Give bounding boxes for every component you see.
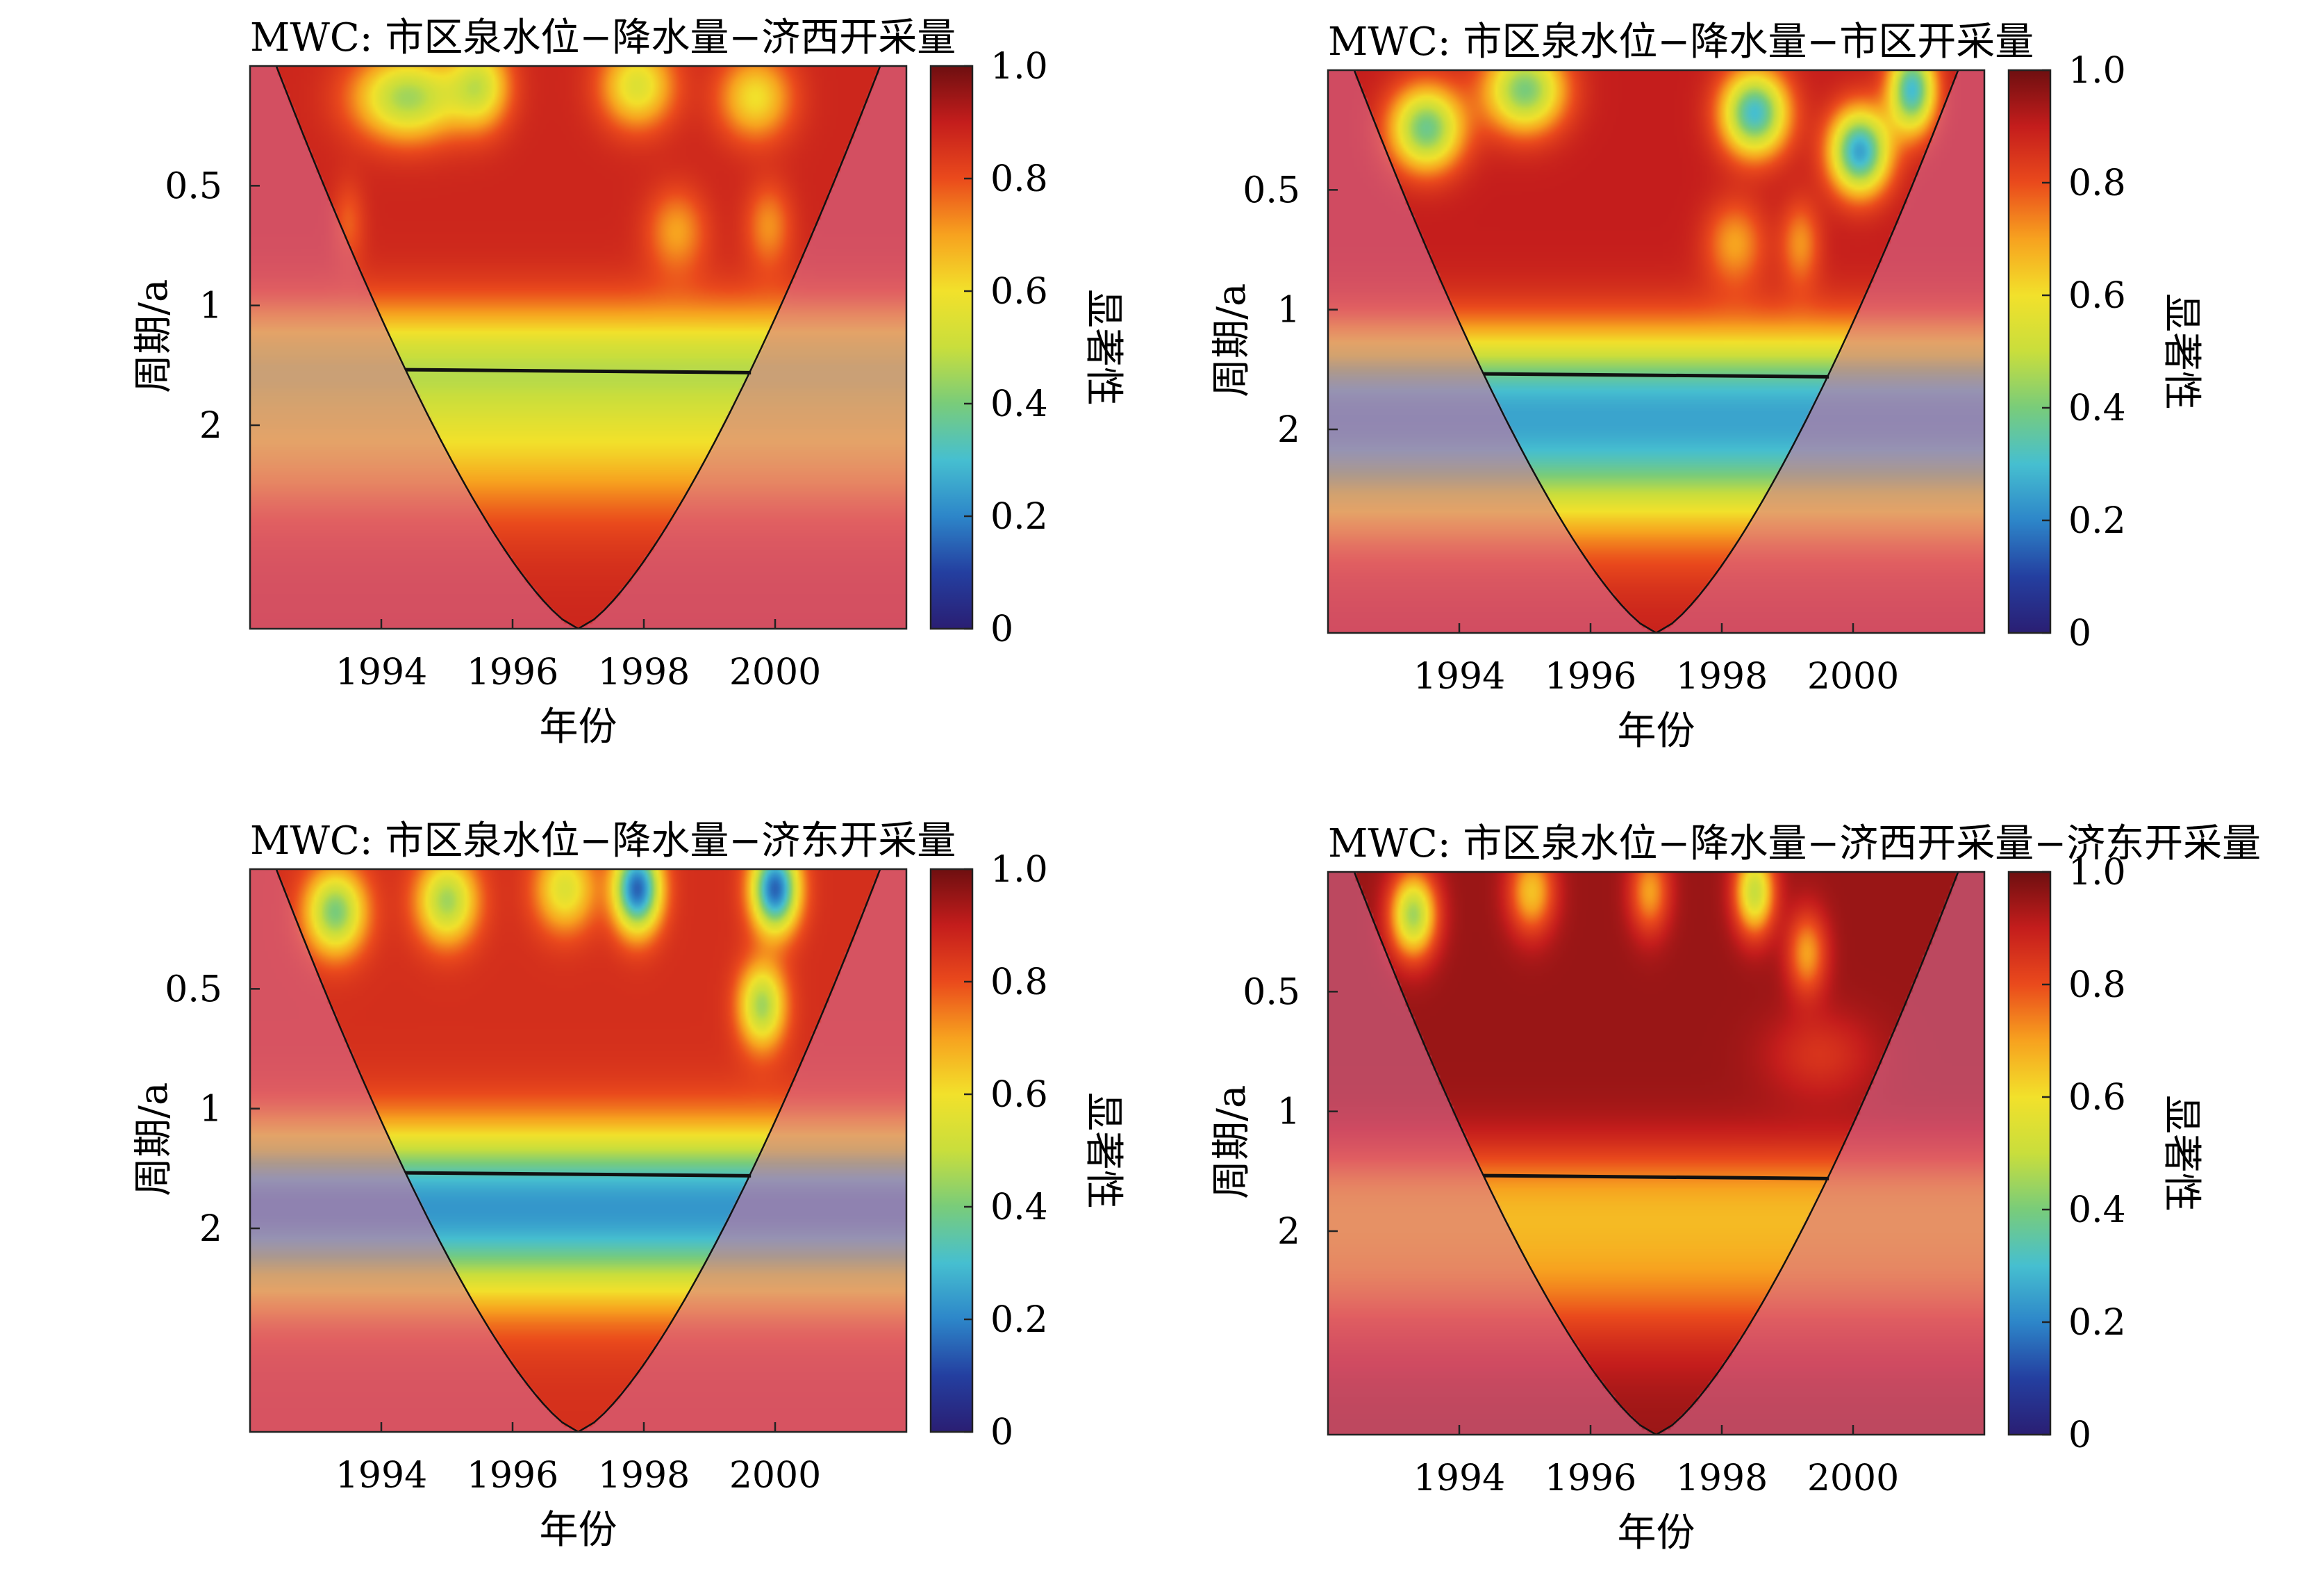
x-tick-label: 1998 xyxy=(1676,1458,1768,1499)
colorbar-tick-label: 0.6 xyxy=(990,271,1048,313)
colorbar-tick-label: 0 xyxy=(2068,1415,2091,1456)
colorbar-tick-label: 0.8 xyxy=(990,962,1048,1003)
panel-3-svg: 1994 1996 1998 2000 0.5 1 2 MWC: 市区泉水位−降水量−济东开采… xyxy=(131,818,1126,1553)
x-tick-label: 1998 xyxy=(598,1455,690,1497)
colorbar-label: 显著性 xyxy=(2159,293,2204,410)
x-axis-label: 年份 xyxy=(540,704,617,750)
coherence-heatmap xyxy=(1328,872,1984,1435)
x-tick-label: 1994 xyxy=(335,1455,427,1497)
panel-title: MWC: 市区泉水位−降水量−济东开采量 xyxy=(250,818,956,864)
y-tick-label: 0.5 xyxy=(1243,971,1300,1013)
x-tick-label: 1994 xyxy=(1413,1458,1505,1499)
panel-3: 1994 1996 1998 2000 0.5 1 2 MWC: 市区泉水位−降水量−济东开采… xyxy=(0,803,1126,1581)
colorbar-tick-label: 1.0 xyxy=(990,849,1048,891)
y-tick-label: 1 xyxy=(1277,1091,1300,1133)
x-tick-label: 1998 xyxy=(1676,656,1768,698)
significance-contour xyxy=(1483,372,1829,379)
panel-title: MWC: 市区泉水位−降水量−市区开采量 xyxy=(1328,19,2034,65)
colorbar-tick-label: 0.8 xyxy=(2068,964,2126,1006)
x-axis-label: 年份 xyxy=(1618,1510,1695,1556)
colorbar-tick-label: 0.6 xyxy=(2068,1077,2126,1119)
cone-of-influence xyxy=(1353,70,1959,633)
colorbar-tick-label: 1.0 xyxy=(2068,852,2126,893)
y-tick-label: 2 xyxy=(1277,409,1300,451)
coherence-heatmap xyxy=(250,66,906,629)
x-axis-label: 年份 xyxy=(1618,709,1695,754)
x-tick-label: 2000 xyxy=(1807,1458,1899,1499)
plot-frame xyxy=(1327,69,1986,634)
panel-2-svg: 1994 1996 1998 2000 0.5 1 2 MWC: 市区泉水位−降水量−市区开采… xyxy=(1209,19,2204,754)
coherence-heatmap xyxy=(250,869,906,1432)
x-tick-label: 2000 xyxy=(1807,656,1899,698)
y-tick-label: 2 xyxy=(199,1208,222,1250)
cone-of-influence xyxy=(275,66,881,629)
y-tick-label: 0.5 xyxy=(1243,170,1300,211)
x-tick-label: 2000 xyxy=(729,652,821,693)
cone-of-influence xyxy=(275,869,881,1432)
x-tick-label: 1996 xyxy=(467,1455,558,1497)
significance-contour xyxy=(1483,1173,1829,1180)
colorbar-tick-label: 0.2 xyxy=(2068,500,2126,542)
x-tick-label: 1996 xyxy=(467,652,558,693)
coherence-heatmap xyxy=(1328,70,1984,633)
x-tick-label: 1996 xyxy=(1545,656,1636,698)
x-tick-label: 1998 xyxy=(598,652,690,693)
x-tick-label: 1994 xyxy=(1413,656,1505,698)
colorbar-tick-label: 0.2 xyxy=(990,1299,1048,1341)
colorbar-tick-label: 1.0 xyxy=(990,46,1048,88)
y-tick-label: 2 xyxy=(199,405,222,447)
y-axis-label: 周期/a xyxy=(1209,283,1254,397)
y-axis-label: 周期/a xyxy=(131,279,176,393)
y-tick-label: 0.5 xyxy=(165,165,222,207)
colorbar-tick-label: 0.4 xyxy=(990,1187,1048,1228)
plot-frame xyxy=(1327,871,1986,1436)
y-tick-label: 0.5 xyxy=(165,968,222,1010)
panel-2: 1994 1996 1998 2000 0.5 1 2 MWC: 市区泉水位−降水量−市区开采… xyxy=(1078,4,2204,782)
significance-contour xyxy=(405,368,752,374)
panel-title: MWC: 市区泉水位−降水量−济西开采量 xyxy=(250,15,956,60)
colorbar-tick-label: 1.0 xyxy=(2068,50,2126,92)
colorbar xyxy=(929,65,974,630)
colorbar-tick-label: 0 xyxy=(990,1412,1013,1453)
panel-title: MWC: 市区泉水位−降水量−济西开采量−济东开采量 xyxy=(1328,821,2261,866)
plot-frame xyxy=(249,65,908,630)
colorbar-tick-label: 0.8 xyxy=(990,158,1048,200)
colorbar-label: 显著性 xyxy=(1081,289,1126,406)
y-tick-label: 1 xyxy=(1277,290,1300,331)
y-tick-label: 2 xyxy=(1277,1211,1300,1253)
x-tick-label: 2000 xyxy=(729,1455,821,1497)
panel-1: 1994 1996 1998 2000 0.5 1 2 MWC: 市区泉水位−降水量−济西开采… xyxy=(0,0,1126,778)
colorbar-tick-label: 0 xyxy=(990,609,1013,650)
x-tick-label: 1996 xyxy=(1545,1458,1636,1499)
colorbar-tick-label: 0.4 xyxy=(990,384,1048,425)
plot-frame xyxy=(249,868,908,1433)
colorbar xyxy=(2007,69,2052,634)
cone-of-influence xyxy=(1353,872,1959,1435)
y-tick-label: 1 xyxy=(199,1089,222,1130)
colorbar xyxy=(929,868,974,1433)
panel-1-svg: 1994 1996 1998 2000 0.5 1 2 MWC: 市区泉水位−降水量−济西开采… xyxy=(131,15,1126,750)
colorbar-tick-label: 0.4 xyxy=(2068,1189,2126,1231)
colorbar-tick-label: 0.6 xyxy=(990,1074,1048,1116)
y-tick-label: 1 xyxy=(199,286,222,327)
colorbar-tick-label: 0.2 xyxy=(990,496,1048,538)
colorbar-label: 显著性 xyxy=(1081,1092,1126,1209)
x-axis-label: 年份 xyxy=(540,1508,617,1553)
y-axis-label: 周期/a xyxy=(1209,1085,1254,1199)
significance-contour xyxy=(405,1171,752,1178)
colorbar-tick-label: 0 xyxy=(2068,613,2091,654)
colorbar-label: 显著性 xyxy=(2159,1095,2204,1212)
x-tick-label: 1994 xyxy=(335,652,427,693)
colorbar xyxy=(2007,871,2052,1436)
y-axis-label: 周期/a xyxy=(131,1082,176,1196)
colorbar-tick-label: 0.4 xyxy=(2068,388,2126,429)
colorbar-tick-label: 0.8 xyxy=(2068,163,2126,204)
panel-4: 1994 1996 1998 2000 0.5 1 2 MWC: 市区泉水位−降水量−济西开采… xyxy=(1078,806,2261,1584)
colorbar-tick-label: 0.2 xyxy=(2068,1302,2126,1344)
colorbar-tick-label: 0.6 xyxy=(2068,275,2126,317)
panel-4-svg: 1994 1996 1998 2000 0.5 1 2 MWC: 市区泉水位−降水量−济西开采… xyxy=(1209,821,2261,1556)
